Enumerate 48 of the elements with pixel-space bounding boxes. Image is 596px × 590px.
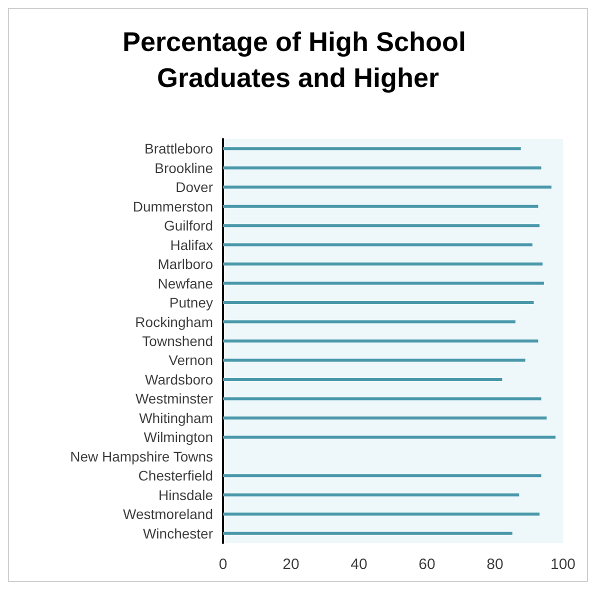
bar bbox=[223, 474, 542, 478]
bar bbox=[223, 301, 534, 304]
y-tick-label: Whitingham bbox=[139, 410, 213, 426]
bar bbox=[223, 378, 502, 381]
x-tick-label: 60 bbox=[418, 556, 436, 573]
y-tick-label: Winchester bbox=[142, 525, 214, 542]
y-tick-label: Dover bbox=[176, 179, 214, 196]
bar bbox=[223, 204, 538, 208]
y-tick-label: Brattleboro bbox=[144, 140, 214, 157]
bar bbox=[223, 397, 542, 400]
bar bbox=[223, 186, 552, 189]
y-tick-label: Halifax bbox=[170, 236, 213, 253]
y-tick-label: New Hampshire Towns bbox=[70, 448, 213, 464]
y-tick-label: Westminster bbox=[135, 390, 214, 407]
bar bbox=[223, 340, 538, 342]
y-tick-label: Wardsboro bbox=[145, 371, 214, 388]
bar bbox=[223, 147, 521, 150]
bar bbox=[223, 166, 542, 170]
x-tick-label: 40 bbox=[350, 556, 368, 573]
y-tick-label: Marlboro bbox=[158, 256, 214, 272]
bar bbox=[223, 282, 544, 285]
bar bbox=[223, 532, 512, 535]
y-tick-label: Hinsdale bbox=[158, 486, 214, 503]
bar bbox=[223, 224, 540, 228]
y-tick-label: Newfane bbox=[158, 275, 214, 292]
x-tick-label: 100 bbox=[550, 556, 576, 573]
x-tick-label: 0 bbox=[218, 556, 228, 573]
y-tick-label: Dummerston bbox=[132, 198, 213, 214]
bar bbox=[223, 493, 520, 496]
y-tick-label: Brookline bbox=[154, 160, 214, 176]
y-tick-label: Rockingham bbox=[135, 314, 213, 330]
bar bbox=[223, 436, 556, 439]
y-tick-label: Putney bbox=[169, 294, 213, 311]
bar bbox=[223, 416, 547, 420]
bar bbox=[223, 262, 543, 266]
bar bbox=[223, 320, 516, 324]
y-tick-label: Chesterfield bbox=[138, 468, 213, 484]
y-tick-label: Wilmington bbox=[144, 429, 213, 446]
y-tick-label: Westmoreland bbox=[122, 506, 213, 522]
bar bbox=[223, 358, 526, 362]
x-tick-label: 80 bbox=[486, 556, 504, 573]
y-tick-label: Guilford bbox=[164, 218, 213, 234]
chart-title: Percentage of High School Graduates and Higher bbox=[122, 27, 474, 93]
bar bbox=[223, 512, 540, 516]
x-tick-label: 20 bbox=[282, 556, 300, 573]
y-tick-label: Townshend bbox=[142, 333, 213, 349]
bar bbox=[223, 243, 532, 246]
y-tick-label: Vernon bbox=[168, 352, 213, 368]
